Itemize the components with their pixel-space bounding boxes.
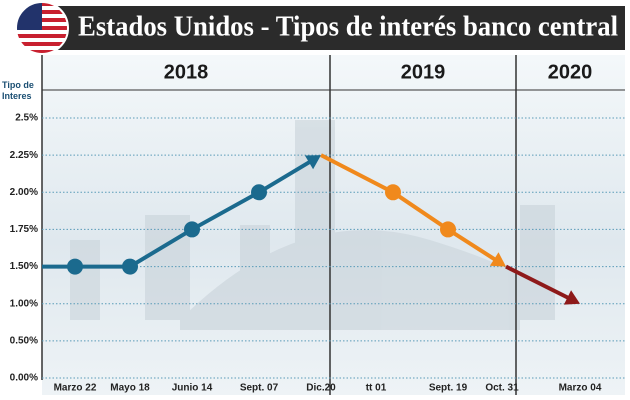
y-tick-label: 2.5% xyxy=(15,113,38,124)
skyline xyxy=(70,120,555,330)
header-bar xyxy=(40,6,625,50)
year-label: 2020 xyxy=(548,61,593,83)
y-tick-label: 1.00% xyxy=(10,298,38,309)
arrowhead xyxy=(304,155,321,170)
flag xyxy=(16,2,68,54)
x-tick-label: Marzo 04 xyxy=(559,383,602,394)
series-line xyxy=(320,153,499,263)
x-tick-label: Junio 14 xyxy=(172,383,213,394)
x-tick-label: Oct. 31 xyxy=(485,383,519,394)
x-tick-label: Marzo 22 xyxy=(54,383,97,394)
point xyxy=(251,184,267,201)
y-tick-label: 1.50% xyxy=(10,261,38,272)
flag-ring xyxy=(15,1,69,55)
point xyxy=(67,258,83,275)
year-label: 2019 xyxy=(401,61,446,83)
x-tick-label: Mayo 18 xyxy=(110,383,150,394)
arrowhead xyxy=(489,252,506,267)
arrowhead xyxy=(563,290,580,305)
series-line xyxy=(505,264,572,302)
x-tick-label: tt 01 xyxy=(366,383,387,394)
x-tick-label: Dic.20 xyxy=(306,383,336,394)
chart-title: Estados Unidos - Tipos de interés banco … xyxy=(78,11,618,42)
point xyxy=(122,258,138,275)
point xyxy=(385,184,401,201)
point xyxy=(184,221,200,238)
x-tick-label: Sept. 07 xyxy=(240,383,279,394)
y-tick-label: 0.00% xyxy=(10,373,38,384)
x-tick-label: Sept. 19 xyxy=(429,383,468,394)
y-tick-label: 0.50% xyxy=(10,335,38,346)
point xyxy=(440,221,456,238)
year-label: 2018 xyxy=(164,61,209,83)
y-tick-label: 2.00% xyxy=(10,187,38,198)
y-axis-label: Tipo de Interes xyxy=(2,80,34,101)
y-tick-label: 1.75% xyxy=(10,224,38,235)
y-tick-label: 2.25% xyxy=(10,150,38,161)
